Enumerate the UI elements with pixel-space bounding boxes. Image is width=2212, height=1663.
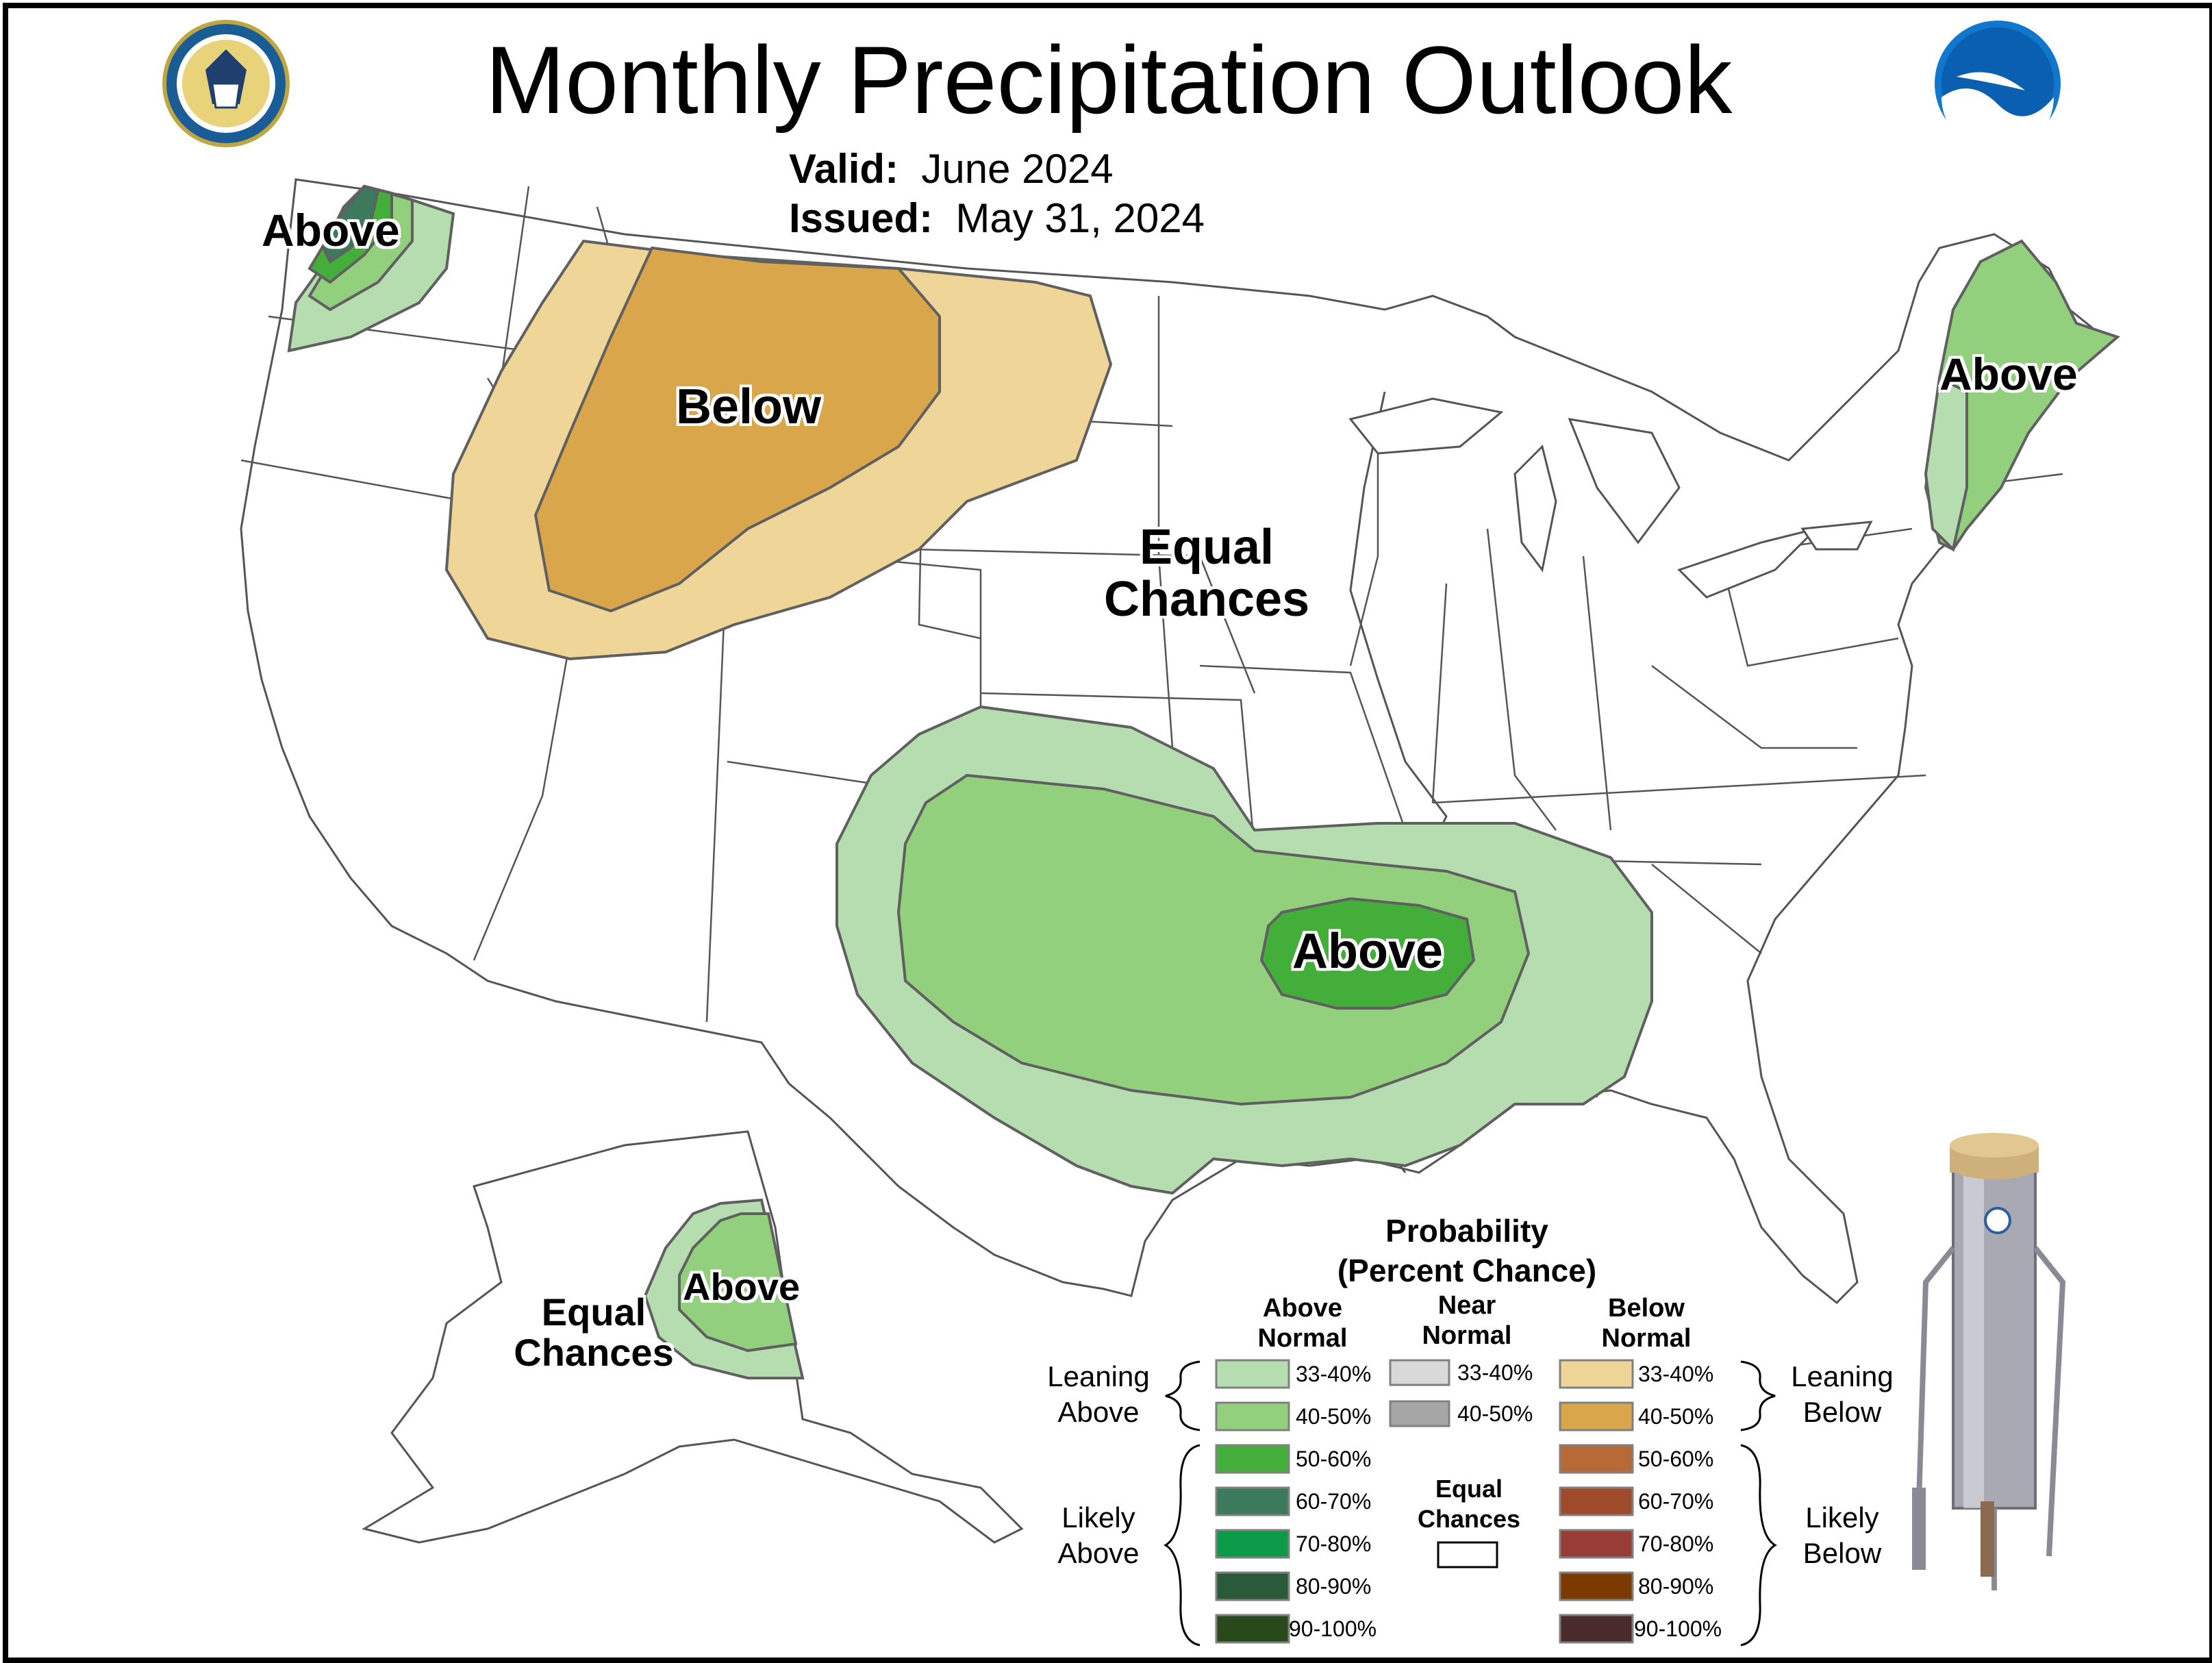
rain-gauge-illustration [1912, 1133, 2066, 1590]
legend-likely-above: Likely Above [1037, 1500, 1160, 1571]
above-normal-regions [287, 184, 2120, 1379]
legend-below-range-1: 33-40% [1638, 1362, 1714, 1386]
valid-row: Valid: June 2024 [789, 145, 1114, 193]
legend-below-range-6: 80-90% [1638, 1574, 1714, 1599]
legend-swatches [1215, 1359, 1634, 1644]
legend-swatch-above-33-40 [1215, 1359, 1290, 1389]
equal-chances-line2: Chances [1104, 571, 1310, 627]
nw-above-label: Above [262, 205, 400, 255]
issued-label: Issued: [789, 195, 933, 241]
legend-above-range-2: 40-50% [1296, 1404, 1372, 1429]
alaska-equal-line1: Equal [541, 1290, 646, 1334]
below-label: Below [676, 379, 822, 434]
great-lakes [1348, 397, 1873, 599]
alaska-equal-chances-label: Equal Chances [512, 1292, 676, 1373]
legend-below-range-5: 70-80% [1638, 1531, 1714, 1556]
legend-below-range-3: 50-60% [1638, 1447, 1714, 1471]
legend-likely-above-2: Above [1057, 1537, 1140, 1569]
legend-swatch-above-50-60 [1215, 1444, 1290, 1474]
legend-near-header-1: Near [1437, 1291, 1496, 1320]
nw-above-60-70-region [321, 184, 380, 264]
equal-chances-label: Equal Chances [1104, 520, 1310, 627]
legend-likely-above-1: Likely [1061, 1501, 1135, 1534]
legend-swatch-below-80-90 [1559, 1571, 1634, 1601]
legend-below-range-7: 90-100% [1634, 1616, 1722, 1641]
legend-likely-below-2: Below [1802, 1537, 1882, 1569]
alaska-equal-line2: Chances [514, 1330, 674, 1374]
legend-near-header-2: Normal [1422, 1321, 1512, 1350]
ne-above-33-40-region [1924, 375, 1968, 552]
legend-equal-chances-1: Equal [1435, 1475, 1503, 1503]
legend-below-header-1: Below [1608, 1294, 1685, 1323]
legend-title-line2: (Percent Chance) [1337, 1253, 1597, 1288]
alaska-above-label: Above [683, 1265, 801, 1308]
legend-leaning-below: Leaning Below [1781, 1359, 1904, 1430]
legend-above-range-3: 50-60% [1296, 1447, 1372, 1471]
legend-swatch-equal-chances [1437, 1541, 1498, 1568]
legend-leaning-below-1: Leaning [1791, 1360, 1894, 1392]
legend-leaning-above-1: Leaning [1047, 1360, 1150, 1392]
legend-above-range-4: 60-70% [1296, 1489, 1372, 1514]
legend-equal-chances: Equal Chances [1390, 1474, 1548, 1534]
legend-likely-below-1: Likely [1805, 1501, 1879, 1534]
legend-near-range-2: 40-50% [1457, 1401, 1533, 1426]
legend-swatch-near-40-50 [1389, 1400, 1450, 1427]
south-above-label: Above [1292, 924, 1444, 979]
legend-swatch-below-70-80 [1559, 1529, 1634, 1559]
valid-value: June 2024 [921, 146, 1114, 192]
legend-above-range-5: 70-80% [1296, 1531, 1372, 1556]
legend-above-header: Above Normal [1214, 1293, 1392, 1353]
legend-swatch-below-50-60 [1559, 1444, 1634, 1474]
legend-leaning-above-2: Above [1057, 1396, 1140, 1428]
legend-below-header-2: Normal [1601, 1324, 1692, 1353]
ne-above-label: Above [1939, 349, 2078, 399]
below-normal-regions [444, 239, 1113, 661]
valid-label: Valid: [789, 146, 899, 192]
issued-value: May 31, 2024 [955, 195, 1205, 241]
legend-swatch-above-90-100 [1215, 1614, 1290, 1644]
legend-below-range-2: 40-50% [1638, 1404, 1714, 1429]
legend-above-header-2: Normal [1257, 1324, 1348, 1353]
south-above-50-60-region [1259, 897, 1476, 1010]
legend-braces [1164, 1360, 1777, 1647]
legend-below-header: Below Normal [1557, 1293, 1735, 1353]
legend-title: Probability (Percent Chance) [1282, 1211, 1652, 1290]
legend-near-header: Near Normal [1378, 1290, 1556, 1351]
issued-row: Issued: May 31, 2024 [789, 195, 1205, 242]
outlook-map [162, 20, 2120, 1647]
legend-above-range-1: 33-40% [1296, 1362, 1372, 1386]
legend-title-line1: Probability [1385, 1213, 1548, 1249]
south-above-40-50-region [896, 773, 1531, 1106]
map-frame: Monthly Precipitation Outlook Valid: Jun… [3, 3, 2212, 1663]
legend-swatch-below-60-70 [1559, 1486, 1634, 1516]
below-40-50-region [533, 246, 941, 613]
legend-above-range-6: 80-90% [1296, 1574, 1372, 1599]
legend-swatch-near-33-40 [1389, 1359, 1450, 1386]
page-title: Monthly Precipitation Outlook [485, 26, 1733, 134]
noaa-logo [1935, 21, 2061, 153]
legend-swatch-below-90-100 [1559, 1614, 1634, 1644]
legend-leaning-below-2: Below [1802, 1396, 1882, 1428]
legend-swatch-above-80-90 [1215, 1571, 1290, 1601]
legend-swatch-above-70-80 [1215, 1529, 1290, 1559]
legend-below-range-4: 60-70% [1638, 1489, 1714, 1514]
equal-chances-line1: Equal [1139, 520, 1274, 575]
legend-above-header-1: Above [1262, 1294, 1343, 1323]
legend-near-range-1: 33-40% [1457, 1360, 1533, 1385]
commerce-seal-logo [162, 20, 290, 147]
legend-leaning-above: Leaning Above [1037, 1359, 1160, 1430]
ne-above-region [1924, 239, 2120, 551]
legend-equal-chances-2: Chances [1417, 1505, 1521, 1533]
legend-swatch-below-40-50 [1559, 1401, 1634, 1431]
legend-likely-below: Likely Below [1781, 1500, 1904, 1571]
alaska-above-40-50-region [678, 1212, 798, 1353]
legend-swatch-above-60-70 [1215, 1486, 1290, 1516]
legend-swatch-below-33-40 [1559, 1359, 1634, 1389]
legend-swatch-above-40-50 [1215, 1401, 1290, 1431]
legend-above-range-7: 90-100% [1289, 1616, 1377, 1641]
